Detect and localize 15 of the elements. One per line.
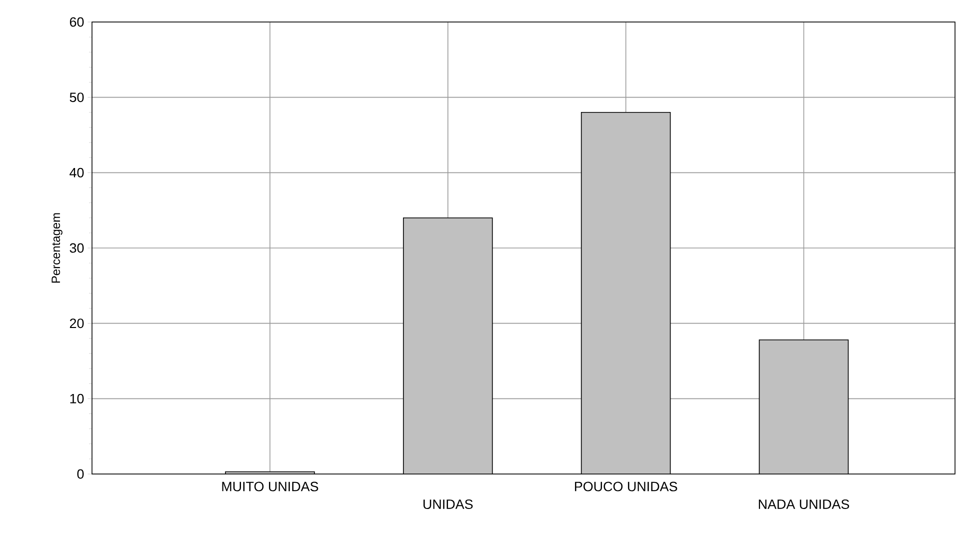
- bar: [402, 217, 493, 474]
- y-tick-label: 30: [70, 243, 84, 253]
- x-tick-label: UNIDAS: [424, 499, 473, 509]
- x-tick-label: MUITO UNIDAS: [222, 482, 318, 492]
- bar: [758, 340, 849, 474]
- y-tick-label: 20: [70, 318, 84, 328]
- x-tick-label: NADA UNIDAS: [758, 499, 850, 509]
- x-tick-label: POUCO UNIDAS: [574, 482, 678, 492]
- y-tick-label: 60: [70, 17, 84, 27]
- y-tick-label: 50: [70, 92, 84, 102]
- y-tick-label: 40: [70, 168, 84, 178]
- y-axis-title: Percentagem: [52, 213, 62, 283]
- bar: [580, 112, 671, 474]
- y-tick-label: 10: [70, 394, 84, 404]
- y-tick-label: 0: [77, 469, 84, 479]
